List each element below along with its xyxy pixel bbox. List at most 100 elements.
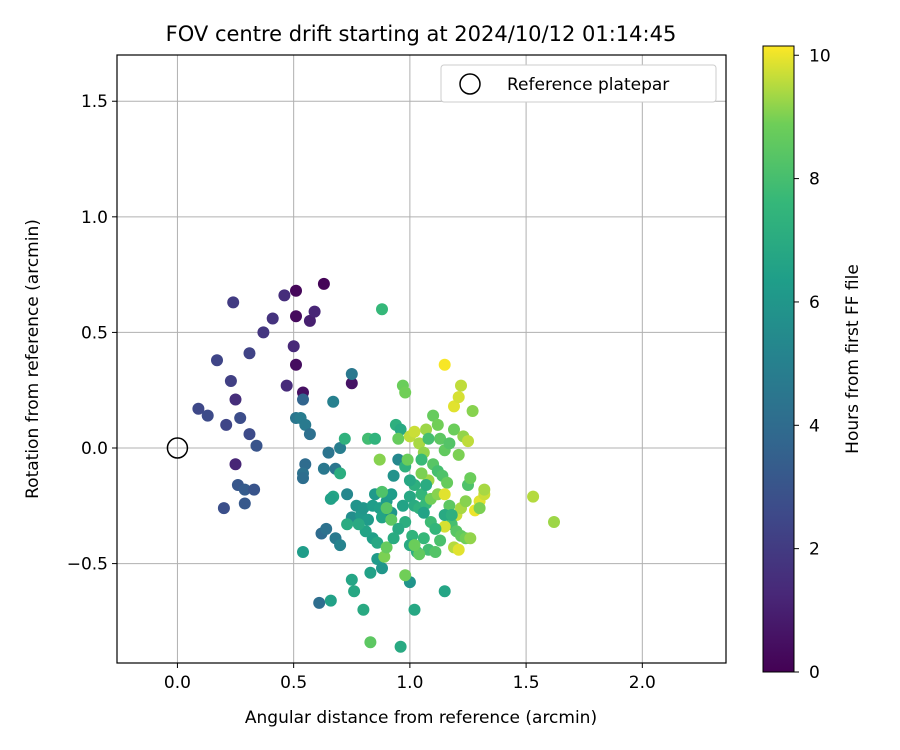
data-point — [392, 432, 405, 445]
data-point — [243, 428, 256, 441]
data-point — [408, 425, 421, 438]
data-point — [445, 509, 458, 521]
data-point — [364, 636, 377, 649]
data-point — [548, 516, 560, 528]
colorbar-ticks: 0 2 4 6 8 10 — [794, 46, 831, 683]
data-point — [396, 499, 409, 512]
data-point — [257, 326, 270, 339]
data-point — [357, 502, 370, 515]
data-point — [345, 377, 358, 390]
data-point — [441, 476, 454, 489]
plot-frame — [116, 54, 727, 664]
data-point — [334, 442, 347, 454]
data-point — [376, 511, 388, 524]
data-point — [211, 354, 223, 367]
data-point — [303, 314, 316, 327]
data-point — [369, 432, 381, 445]
colorbar-tick-label: 8 — [809, 170, 820, 190]
data-point — [299, 418, 312, 431]
data-point — [376, 562, 388, 575]
data-point — [429, 546, 442, 558]
x-tick-label: 0.0 — [164, 673, 191, 693]
data-point — [376, 485, 388, 498]
data-point — [334, 467, 347, 480]
y-tick-label: 1.0 — [81, 208, 108, 228]
data-point — [415, 467, 428, 480]
data-point — [322, 446, 335, 459]
data-point — [408, 539, 421, 552]
data-point — [378, 550, 391, 563]
data-point — [422, 432, 435, 445]
data-point — [278, 289, 291, 302]
legend: Reference platepar — [440, 64, 717, 103]
data-point — [345, 368, 358, 380]
reference-platepar-marker — [166, 437, 189, 459]
data-point — [290, 358, 302, 371]
data-point — [431, 418, 444, 431]
data-point — [371, 536, 384, 549]
y-tick-label: 0.5 — [81, 323, 108, 343]
x-axis: 0.0 0.5 1.0 1.5 2.0 — [164, 663, 656, 693]
data-point — [385, 513, 398, 526]
colorbar-tick-label: 10 — [809, 46, 831, 66]
chart-title: FOV centre drift starting at 2024/10/12 … — [166, 22, 677, 46]
data-point — [345, 573, 358, 586]
data-point — [464, 532, 477, 545]
data-points — [192, 277, 560, 653]
data-point — [438, 358, 451, 371]
data-point — [438, 585, 451, 598]
data-point — [320, 522, 333, 535]
data-point — [448, 400, 460, 413]
data-point — [394, 640, 407, 653]
x-tick-label: 2.0 — [629, 673, 656, 693]
data-point — [438, 488, 451, 501]
data-point — [394, 423, 407, 436]
data-point — [373, 453, 386, 466]
data-point — [287, 340, 300, 353]
data-point — [324, 492, 337, 505]
data-point — [434, 432, 447, 445]
data-point — [327, 395, 340, 408]
data-point — [478, 483, 491, 496]
data-point — [308, 305, 321, 318]
data-point — [362, 513, 374, 526]
data-point — [420, 479, 433, 491]
x-tick-label: 0.5 — [280, 673, 307, 693]
x-axis-label: Angular distance from reference (arcmin) — [245, 708, 597, 728]
data-point — [341, 518, 354, 531]
data-point — [427, 409, 440, 422]
data-point — [250, 439, 263, 452]
data-point — [459, 495, 472, 508]
data-point — [399, 386, 412, 399]
data-point — [220, 418, 233, 431]
data-point — [229, 393, 242, 406]
data-point — [473, 502, 486, 515]
data-point — [201, 409, 214, 422]
data-point — [527, 490, 540, 503]
data-point — [376, 303, 388, 316]
data-point — [248, 483, 261, 496]
data-point — [352, 518, 365, 531]
reference-marker-group — [166, 437, 189, 459]
data-point — [466, 405, 479, 417]
data-point — [403, 474, 416, 487]
data-point — [443, 437, 456, 450]
data-point — [317, 277, 330, 290]
y-tick-label: −0.5 — [67, 555, 108, 575]
data-point — [238, 483, 251, 496]
data-point — [415, 453, 428, 466]
data-point — [348, 585, 361, 598]
data-point — [338, 432, 351, 445]
data-point — [452, 543, 465, 556]
legend-label: Reference platepar — [507, 75, 669, 95]
data-point — [462, 435, 474, 448]
data-point — [227, 296, 240, 309]
data-point — [448, 423, 460, 436]
y-tick-label: 1.5 — [81, 92, 108, 112]
data-point — [324, 594, 337, 607]
data-point — [290, 310, 302, 323]
data-point — [452, 448, 465, 461]
data-point — [299, 458, 312, 471]
data-point — [455, 379, 467, 392]
